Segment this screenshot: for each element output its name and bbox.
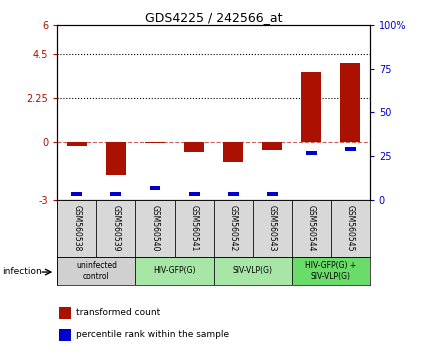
Bar — [223, 142, 243, 162]
Text: GSM560541: GSM560541 — [190, 205, 198, 251]
Bar — [266, 192, 278, 196]
Bar — [57, 200, 96, 257]
Bar — [57, 257, 136, 285]
Bar — [262, 142, 282, 150]
Bar — [301, 72, 321, 142]
Text: HIV-GFP(G): HIV-GFP(G) — [153, 266, 196, 275]
Bar — [306, 150, 317, 155]
Bar — [110, 192, 122, 196]
Bar — [345, 147, 356, 152]
Text: HIV-GFP(G) +
SIV-VLP(G): HIV-GFP(G) + SIV-VLP(G) — [305, 261, 356, 280]
Bar — [175, 200, 213, 257]
Text: GSM560543: GSM560543 — [268, 205, 277, 251]
Bar — [59, 307, 71, 319]
Bar — [136, 200, 175, 257]
Text: percentile rank within the sample: percentile rank within the sample — [76, 330, 229, 339]
Text: transformed count: transformed count — [76, 308, 160, 318]
Bar — [292, 200, 331, 257]
Bar — [184, 142, 204, 152]
Text: GSM560544: GSM560544 — [307, 205, 316, 251]
Bar — [331, 200, 370, 257]
Bar — [106, 142, 126, 175]
Bar — [136, 257, 213, 285]
Bar — [59, 329, 71, 341]
Text: SIV-VLP(G): SIV-VLP(G) — [232, 266, 272, 275]
Bar — [213, 257, 292, 285]
Bar — [150, 185, 161, 190]
Bar — [67, 142, 87, 147]
Bar — [228, 192, 238, 196]
Bar — [71, 192, 82, 196]
Bar — [292, 257, 370, 285]
Text: GSM560542: GSM560542 — [229, 205, 238, 251]
Text: uninfected
control: uninfected control — [76, 261, 117, 280]
Title: GDS4225 / 242566_at: GDS4225 / 242566_at — [145, 11, 282, 24]
Text: infection: infection — [2, 267, 42, 276]
Bar — [145, 142, 165, 143]
Bar — [213, 200, 252, 257]
Bar — [340, 63, 360, 142]
Text: GSM560545: GSM560545 — [346, 205, 355, 251]
Bar — [189, 192, 199, 196]
Bar — [96, 200, 136, 257]
Text: GSM560540: GSM560540 — [150, 205, 159, 251]
Bar — [252, 200, 292, 257]
Text: GSM560539: GSM560539 — [111, 205, 120, 251]
Text: GSM560538: GSM560538 — [72, 205, 82, 251]
